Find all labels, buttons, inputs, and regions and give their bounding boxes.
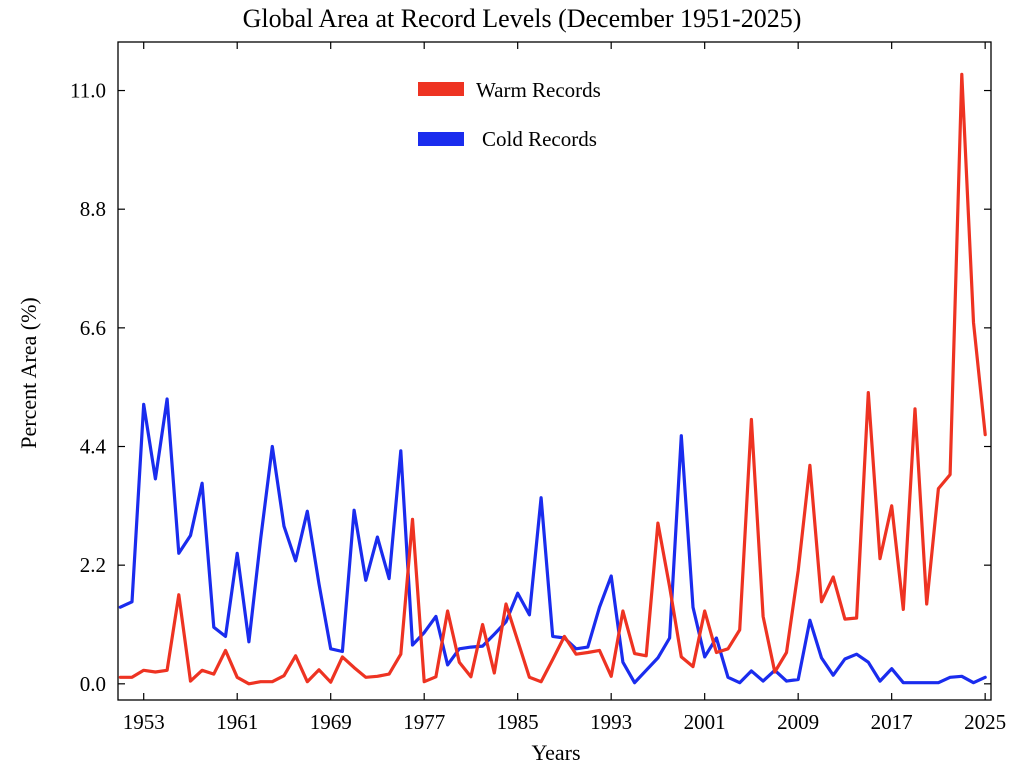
series-line-warm-records [118, 72, 987, 686]
legend-swatch-warm [418, 82, 464, 96]
x-tick-label: 2025 [964, 710, 1006, 734]
x-tick-label: 1961 [216, 710, 258, 734]
series-lines [118, 72, 987, 686]
x-tick-label: 1953 [123, 710, 165, 734]
chart-title: Global Area at Record Levels (December 1… [243, 4, 802, 33]
series-line-cold-records [118, 397, 987, 685]
y-tick-label: 0.0 [80, 672, 106, 696]
y-tick-label: 11.0 [70, 79, 106, 103]
legend-swatch-cold [418, 132, 464, 146]
plot-frame [117, 41, 992, 701]
y-axis-label: Percent Area (%) [16, 297, 41, 448]
x-tick-label: 2009 [777, 710, 819, 734]
legend-label-warm: Warm Records [476, 78, 601, 102]
x-tick-label: 2017 [871, 710, 913, 734]
x-axis: 1953 1961 1969 1977 1985 1993 2001 2009 2017 2025 [123, 42, 1006, 734]
legend-item-warm: Warm Records [418, 78, 601, 102]
y-tick-label: 4.4 [80, 435, 107, 459]
legend-label-cold: Cold Records [482, 127, 597, 151]
x-tick-label: 1993 [590, 710, 632, 734]
x-tick-label: 1977 [403, 710, 445, 734]
legend: Warm Records Cold Records [418, 78, 601, 151]
y-tick-label: 6.6 [80, 316, 106, 340]
x-axis-label: Years [531, 740, 580, 765]
x-tick-label: 2001 [684, 710, 726, 734]
legend-item-cold: Cold Records [418, 127, 597, 151]
x-tick-label: 1969 [310, 710, 352, 734]
y-tick-label: 8.8 [80, 197, 106, 221]
y-axis: 0.0 2.2 4.4 6.6 8.8 11.0 [70, 79, 991, 696]
x-tick-label: 1985 [497, 710, 539, 734]
y-tick-label: 2.2 [80, 553, 106, 577]
